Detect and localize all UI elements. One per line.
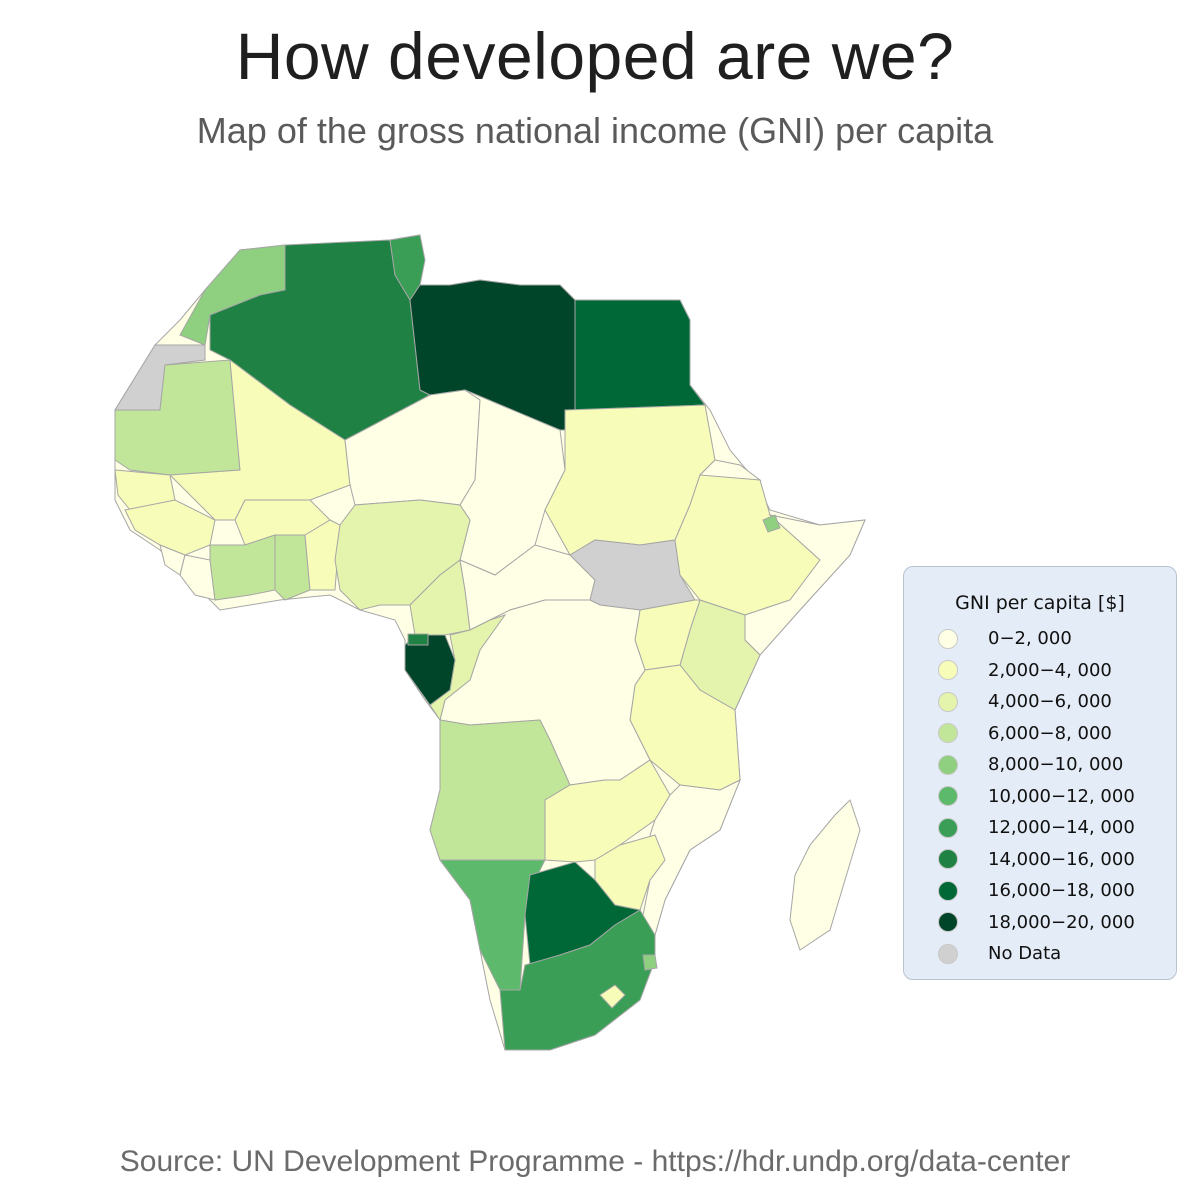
legend-swatch	[938, 723, 958, 744]
legend-swatch	[938, 817, 958, 838]
legend-label: 0−2, 000	[988, 628, 1072, 650]
map-svg	[114, 234, 866, 1051]
africa-choropleth-map	[100, 225, 890, 1075]
legend-item: 14,000−16, 000	[938, 844, 1135, 876]
legend-swatch	[938, 912, 958, 933]
legend-item: 6,000−8, 000	[938, 718, 1135, 750]
legend-swatch	[938, 691, 958, 712]
legend-swatch	[938, 943, 958, 964]
region-cote-divoire	[209, 534, 276, 601]
region-gabon	[404, 634, 456, 706]
legend-swatch	[938, 660, 958, 681]
region-somalia	[744, 514, 866, 656]
legend-item: No Data	[938, 938, 1135, 970]
region-mauritania	[114, 359, 241, 476]
legend-item: 0−2, 000	[938, 623, 1135, 655]
map-legend: GNI per capita [$] 0−2, 000 2,000−4, 000…	[903, 566, 1177, 980]
legend-label: 6,000−8, 000	[988, 722, 1112, 744]
chart-subtitle: Map of the gross national income (GNI) p…	[196, 110, 994, 151]
legend-item: 18,000−20, 000	[938, 907, 1135, 939]
chart-title: How developed are we?	[235, 19, 955, 93]
legend-list: 0−2, 000 2,000−4, 000 4,000−6, 000 6,000…	[938, 623, 1135, 970]
region-equatorial-guinea	[407, 633, 429, 646]
legend-swatch	[938, 754, 958, 775]
legend-label: 2,000−4, 000	[988, 659, 1112, 681]
legend-item: 16,000−18, 000	[938, 875, 1135, 907]
region-south-africa	[499, 909, 656, 1051]
legend-item: 10,000−12, 000	[938, 781, 1135, 813]
legend-label: 18,000−20, 000	[988, 911, 1135, 933]
legend-label: 16,000−18, 000	[988, 880, 1135, 902]
region-lesotho	[599, 984, 626, 1009]
region-congo	[429, 614, 507, 722]
region-eswatini	[642, 954, 658, 971]
region-ghana	[274, 534, 311, 601]
legend-item: 2,000−4, 000	[938, 655, 1135, 687]
legend-label: 8,000−10, 000	[988, 754, 1124, 776]
region-guinea	[124, 499, 216, 556]
region-egypt	[574, 299, 706, 411]
legend-swatch	[938, 849, 958, 870]
legend-label: 14,000−16, 000	[988, 848, 1135, 870]
legend-swatch	[938, 880, 958, 901]
legend-label: 10,000−12, 000	[988, 785, 1135, 807]
legend-label: No Data	[988, 943, 1062, 965]
legend-swatch	[938, 628, 958, 649]
region-djibouti	[762, 514, 781, 533]
legend-item: 4,000−6, 000	[938, 686, 1135, 718]
legend-swatch	[938, 786, 958, 807]
region-eritrea	[698, 459, 762, 481]
legend-label: 4,000−6, 000	[988, 691, 1112, 713]
source-credit: Source: UN Development Programme - https…	[119, 1145, 1071, 1178]
legend-label: 12,000−14, 000	[988, 817, 1135, 839]
legend-item: 8,000−10, 000	[938, 749, 1135, 781]
region-namibia	[439, 859, 546, 991]
region-madagascar	[789, 799, 861, 951]
legend-title: GNI per capita [$]	[955, 592, 1125, 614]
legend-item: 12,000−14, 000	[938, 812, 1135, 844]
